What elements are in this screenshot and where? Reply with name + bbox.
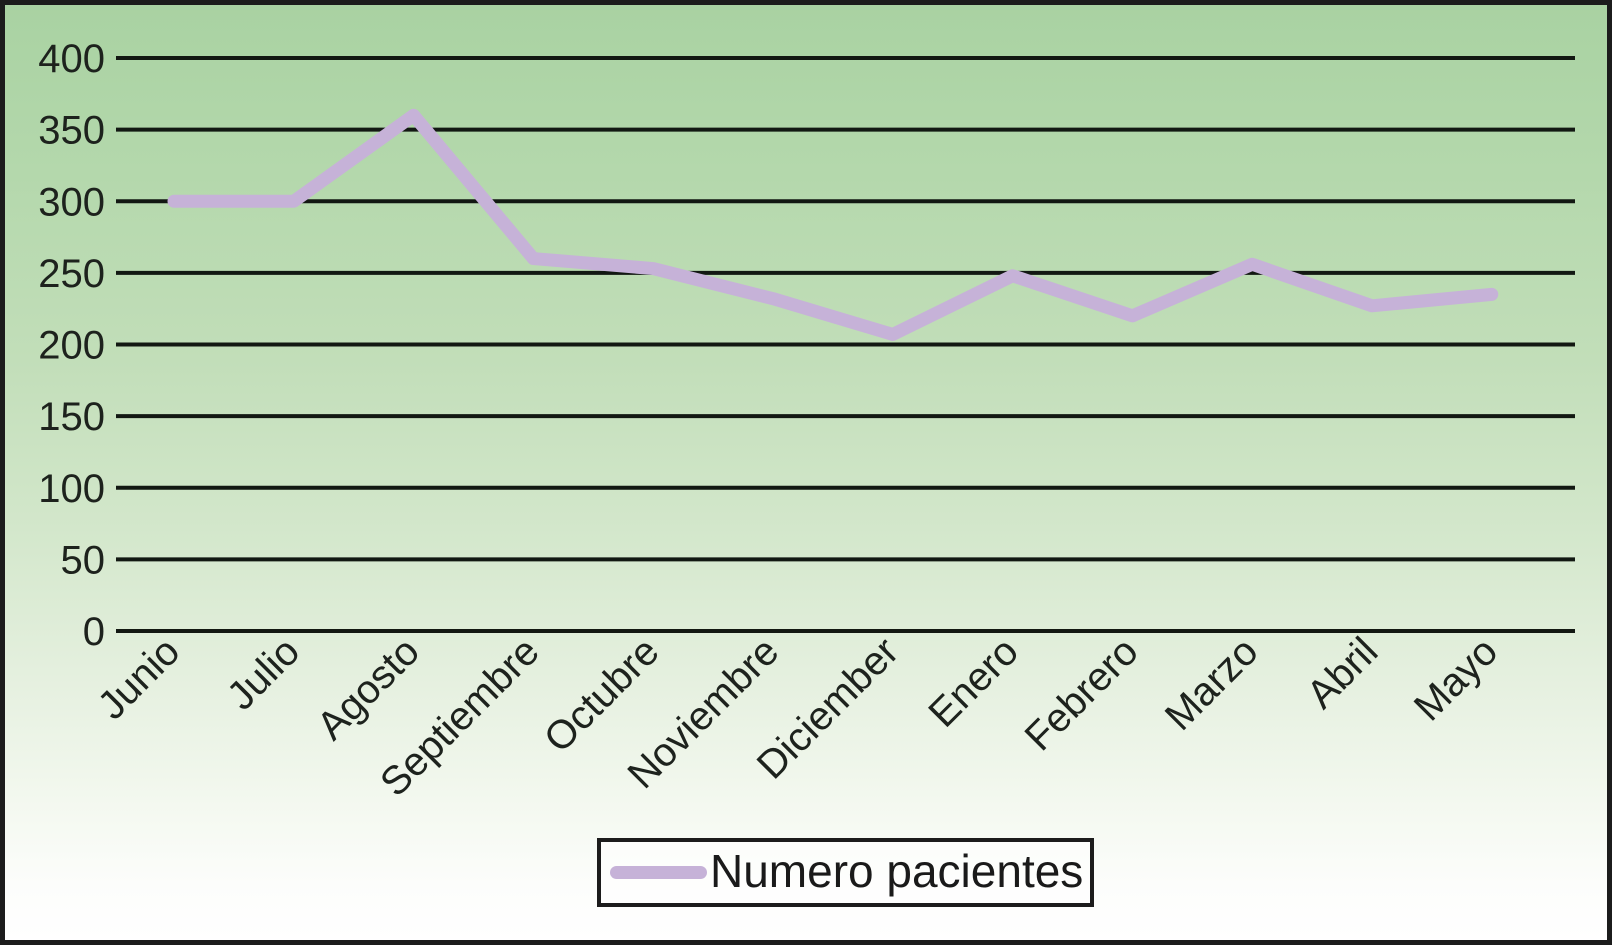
y-tick-label: 150 (38, 395, 105, 439)
x-tick-label: Febrero (1017, 629, 1147, 759)
legend: Numero pacientes (597, 838, 1094, 907)
x-tick-label: Julio (219, 629, 308, 718)
y-tick-label: 250 (38, 252, 105, 296)
x-tick-label: Enero (920, 629, 1027, 736)
line-chart: 0 50 100 150 200 250 300 350 400 Junio Julio Agosto… (38, 37, 1575, 805)
series-line-numero-pacientes (167, 108, 1499, 341)
legend-line-swatch (610, 866, 707, 879)
y-tick-label: 400 (38, 37, 105, 81)
y-tick-label: 50 (61, 538, 106, 582)
x-axis-labels: Junio Julio AgostoSeptiembreOctubreNoviemb… (90, 629, 1507, 805)
x-tick-label: Marzo (1157, 629, 1267, 739)
x-tick-label: Abril (1299, 629, 1387, 717)
gridlines (116, 56, 1575, 633)
y-tick-label: 200 (38, 324, 105, 368)
y-tick-label: 350 (38, 109, 105, 153)
legend-label: Numero pacientes (710, 844, 1084, 897)
x-tick-label: Agosto (309, 629, 428, 748)
y-tick-label: 0 (83, 610, 105, 654)
y-axis-labels: 0 50 100 150 200 250 300 350 400 (38, 37, 105, 654)
x-tick-label: Mayo (1406, 629, 1506, 729)
y-tick-label: 300 (38, 180, 105, 224)
y-tick-label: 100 (38, 467, 105, 511)
